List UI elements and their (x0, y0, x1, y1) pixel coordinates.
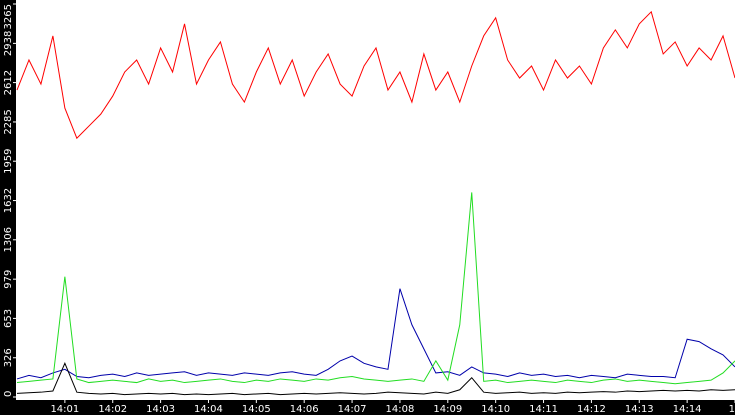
x-axis-strip (0, 400, 735, 415)
series-line (16, 10, 735, 140)
y-axis-strip (0, 0, 16, 415)
x-tick-label: 14:06 (290, 404, 319, 415)
x-tick-label: 14:01 (50, 404, 79, 415)
x-tick-label: 14:03 (146, 404, 175, 415)
y-tick-label: 326 (3, 348, 14, 367)
x-tick-label: 14:09 (433, 404, 462, 415)
x-tick-label: 14:02 (98, 404, 127, 415)
x-tick-label: 14 (729, 404, 735, 415)
x-tick-label: 14:11 (529, 404, 558, 415)
x-tick-label: 14:13 (625, 404, 654, 415)
y-tick-label: 1306 (3, 227, 14, 252)
y-tick-label: 1959 (3, 148, 14, 173)
x-tick-label: 14:05 (242, 404, 271, 415)
x-tick-label: 14:04 (194, 404, 223, 415)
x-tick-label: 14:08 (386, 404, 415, 415)
series-line (16, 362, 735, 396)
x-tick-label: 14:14 (673, 404, 702, 415)
y-tick-label: 653 (3, 309, 14, 328)
y-tick-label: 1632 (3, 188, 14, 213)
series-line (16, 192, 735, 385)
series-line (16, 288, 735, 380)
y-tick-label: 2612 (3, 70, 14, 95)
y-tick-label: 2285 (3, 109, 14, 134)
y-tick-label: 2938 (3, 31, 14, 56)
x-tick-label: 14:07 (338, 404, 367, 415)
y-tick-label: 979 (3, 270, 14, 289)
y-tick-label: 3265 (3, 4, 14, 29)
y-tick-label: 0 (3, 391, 14, 397)
x-tick-label: 14:10 (481, 404, 510, 415)
x-tick-label: 14:12 (577, 404, 606, 415)
